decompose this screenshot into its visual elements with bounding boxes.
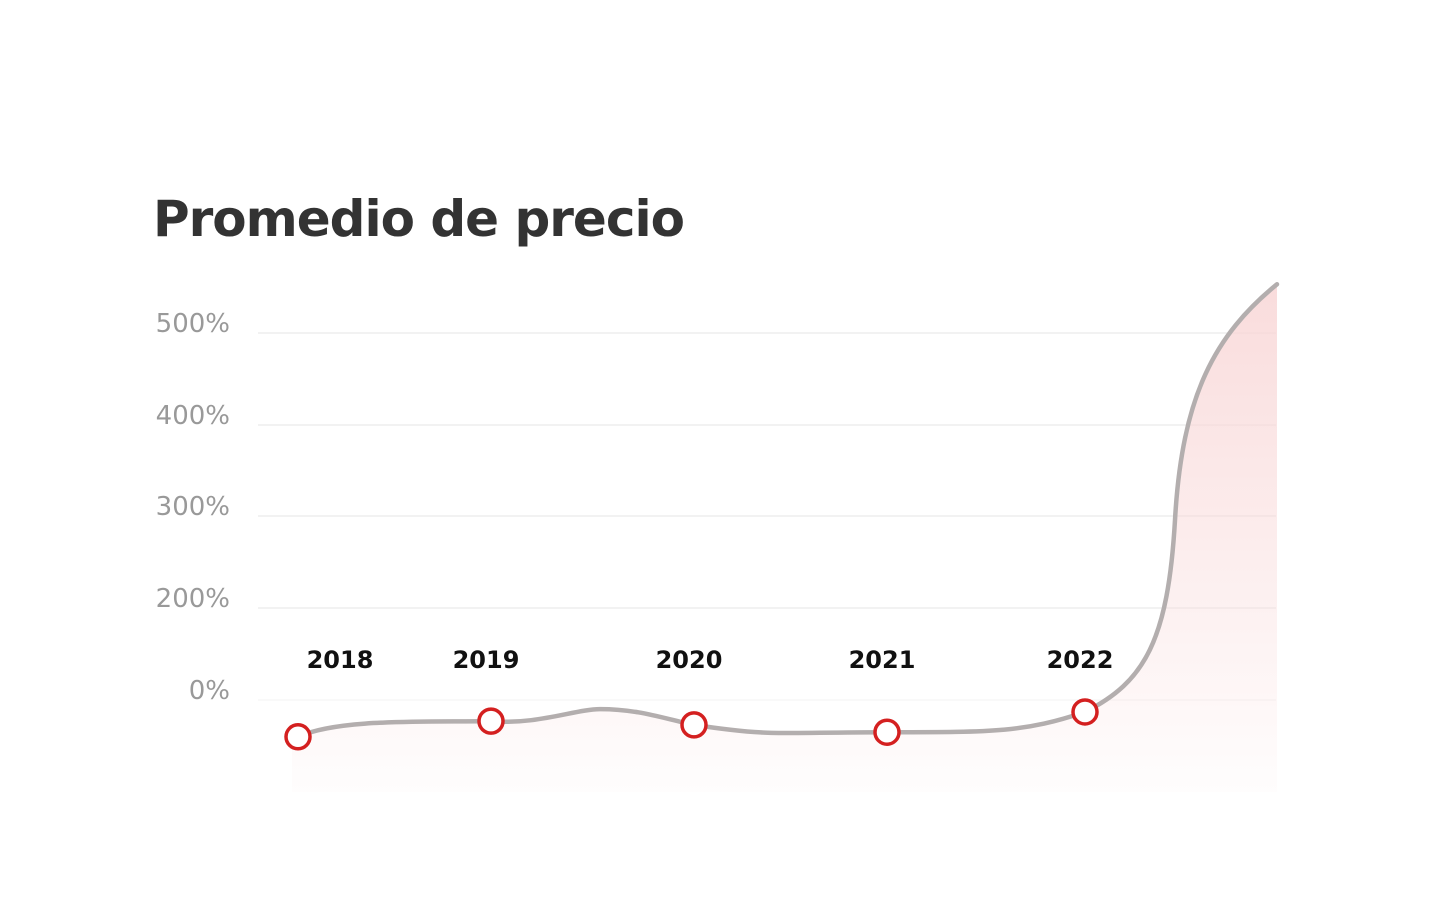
year-label: 2022 xyxy=(1047,646,1114,674)
data-point-2019 xyxy=(477,707,505,735)
area-fill xyxy=(292,284,1277,792)
year-label: 2018 xyxy=(307,646,374,674)
y-tick-label: 400% xyxy=(156,401,230,431)
y-axis: 500% 400% 300% 200% 0% xyxy=(156,309,230,706)
data-point-2018 xyxy=(284,723,312,751)
year-label: 2021 xyxy=(849,646,916,674)
y-tick-label: 500% xyxy=(156,309,230,339)
grid-lines xyxy=(258,332,1276,701)
chart-title: Promedio de precio xyxy=(153,190,684,248)
year-label: 2019 xyxy=(453,646,520,674)
y-tick-label: 200% xyxy=(156,584,230,614)
y-tick-label: 0% xyxy=(189,676,230,706)
data-point-2021 xyxy=(873,718,901,746)
data-point-2022 xyxy=(1071,698,1099,726)
series-line xyxy=(295,281,1280,740)
y-tick-label: 300% xyxy=(156,492,230,522)
data-point-2020 xyxy=(680,711,708,739)
data-points xyxy=(284,698,1099,751)
year-label: 2020 xyxy=(656,646,723,674)
year-labels: 2018 2019 2020 2021 2022 xyxy=(307,646,1114,674)
